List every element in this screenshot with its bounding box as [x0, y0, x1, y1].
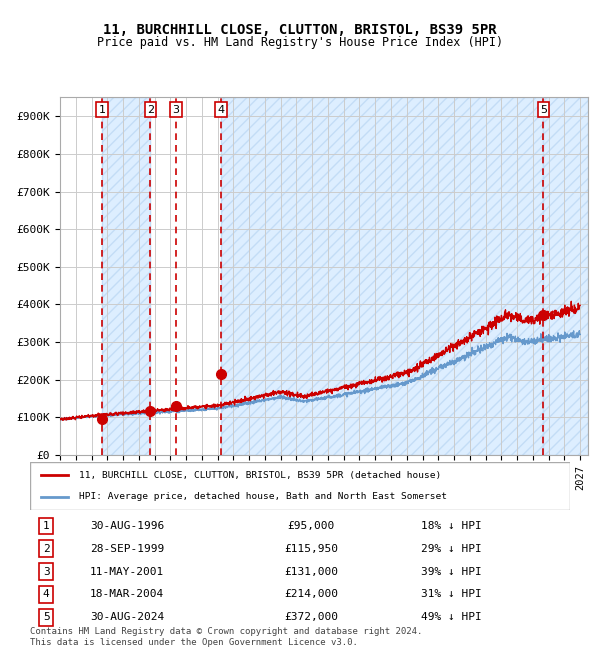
Text: 30-AUG-1996: 30-AUG-1996	[90, 521, 164, 531]
Text: 3: 3	[43, 567, 50, 577]
Text: Price paid vs. HM Land Registry's House Price Index (HPI): Price paid vs. HM Land Registry's House …	[97, 36, 503, 49]
Text: 2: 2	[43, 544, 50, 554]
Text: 18% ↓ HPI: 18% ↓ HPI	[421, 521, 482, 531]
Text: £372,000: £372,000	[284, 612, 338, 622]
Text: 1: 1	[98, 105, 106, 114]
Text: 39% ↓ HPI: 39% ↓ HPI	[421, 567, 482, 577]
Text: £131,000: £131,000	[284, 567, 338, 577]
Text: 18-MAR-2004: 18-MAR-2004	[90, 590, 164, 599]
Text: 2: 2	[147, 105, 154, 114]
Bar	[221, 98, 543, 455]
Text: 1: 1	[43, 521, 50, 531]
Text: £95,000: £95,000	[287, 521, 334, 531]
Text: HPI: Average price, detached house, Bath and North East Somerset: HPI: Average price, detached house, Bath…	[79, 492, 446, 501]
Text: 11-MAY-2001: 11-MAY-2001	[90, 567, 164, 577]
Text: £115,950: £115,950	[284, 544, 338, 554]
Text: 5: 5	[43, 612, 50, 622]
Text: 5: 5	[540, 105, 547, 114]
Text: 4: 4	[217, 105, 224, 114]
Bar	[221, 98, 543, 455]
Text: 11, BURCHHILL CLOSE, CLUTTON, BRISTOL, BS39 5PR: 11, BURCHHILL CLOSE, CLUTTON, BRISTOL, B…	[103, 23, 497, 37]
Bar	[543, 98, 588, 455]
Text: 28-SEP-1999: 28-SEP-1999	[90, 544, 164, 554]
Text: £214,000: £214,000	[284, 590, 338, 599]
Text: 30-AUG-2024: 30-AUG-2024	[90, 612, 164, 622]
Bar	[543, 98, 588, 455]
Text: 11, BURCHILL CLOSE, CLUTTON, BRISTOL, BS39 5PR (detached house): 11, BURCHILL CLOSE, CLUTTON, BRISTOL, BS…	[79, 471, 441, 480]
FancyBboxPatch shape	[30, 462, 570, 510]
Bar	[102, 98, 151, 455]
Text: 29% ↓ HPI: 29% ↓ HPI	[421, 544, 482, 554]
Text: 31% ↓ HPI: 31% ↓ HPI	[421, 590, 482, 599]
Bar	[102, 98, 151, 455]
Text: 4: 4	[43, 590, 50, 599]
Text: 49% ↓ HPI: 49% ↓ HPI	[421, 612, 482, 622]
Text: Contains HM Land Registry data © Crown copyright and database right 2024.
This d: Contains HM Land Registry data © Crown c…	[30, 627, 422, 647]
Text: 3: 3	[173, 105, 179, 114]
